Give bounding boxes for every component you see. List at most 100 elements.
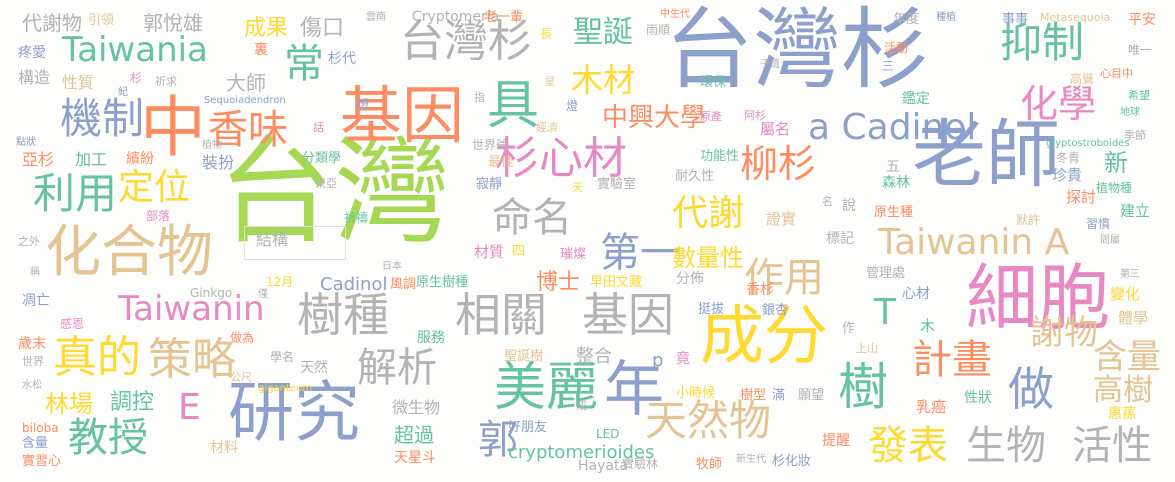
- word-zhongxing: 中興大學: [602, 103, 707, 133]
- word-celue: 策略: [148, 334, 236, 385]
- word-small: 新生代: [736, 454, 766, 465]
- word-small: 活動: [884, 41, 909, 55]
- word-small: 珍貴: [1052, 166, 1083, 184]
- word-small: 結構: [256, 230, 289, 249]
- word-small: 挺拔: [698, 302, 725, 317]
- word-small: 整合: [576, 346, 612, 367]
- word-small: 璀燦: [560, 247, 587, 262]
- word-small: 引領: [88, 13, 115, 28]
- word-small: 地球: [1120, 107, 1140, 118]
- word-small: 標記: [826, 231, 854, 247]
- word-mingming: 命名: [492, 195, 572, 241]
- word-taiwan-shan-gray: 台灣杉: [400, 16, 532, 67]
- word-small: 想: [356, 98, 370, 113]
- word-jihua: 計畫: [912, 337, 992, 383]
- word-small: 好朋友: [508, 420, 548, 435]
- word-t: T: [874, 292, 896, 333]
- word-small: 習慣: [1086, 217, 1111, 231]
- word-small: 默許: [1016, 213, 1041, 227]
- word-cryptomeria: Cryptomeria: [412, 9, 500, 25]
- word-huoxing: 活性: [1072, 423, 1152, 469]
- word-taiwanin-a: Taiwanin A: [878, 222, 1070, 263]
- word-small: 材料: [210, 440, 238, 456]
- word-small: 屬名: [760, 120, 791, 138]
- word-guoyuexiong: 郭悅雄: [143, 11, 203, 35]
- word-small: 世界: [22, 355, 44, 368]
- word-small: 燈: [566, 99, 579, 113]
- word-small: 小時候: [676, 386, 716, 401]
- word-small: 實習心: [22, 454, 62, 469]
- word-small: 最佳: [488, 155, 515, 170]
- word-small: 長: [540, 27, 553, 41]
- word-small: 雨順: [646, 23, 671, 37]
- word-small: 凋亡: [22, 293, 50, 309]
- word-taiwan-shan-large: 台灣杉: [665, 0, 930, 101]
- word-shanxincai: 杉心材: [495, 133, 627, 184]
- word-jiyin-gray: 基因: [582, 288, 674, 342]
- word-small: 變化: [1110, 285, 1141, 303]
- word-small: 願望: [798, 388, 825, 403]
- word-small: 建立: [1120, 202, 1151, 220]
- word-yanjiu: 研究: [228, 374, 360, 451]
- word-small: 超過: [394, 423, 434, 447]
- word-small: 公尺: [230, 371, 252, 384]
- word-shengdan: 聖誕: [573, 15, 633, 50]
- word-daixiewu: 代謝物: [22, 11, 82, 35]
- word-jiexi: 解析: [357, 345, 437, 391]
- word-shuzhong: 樹種: [297, 288, 389, 342]
- word-shengwu: 生物: [966, 423, 1046, 469]
- word-small: 心目中: [1100, 67, 1133, 80]
- word-small: 樹型: [740, 388, 767, 403]
- word-small: 牧師: [696, 457, 723, 472]
- word-small: 雲南: [366, 12, 386, 23]
- word-small: 作: [842, 321, 856, 336]
- word-small: 體學: [1118, 309, 1149, 327]
- word-small: 名: [822, 195, 833, 208]
- word-guo: 郭: [478, 417, 518, 463]
- word-meili: 美麗: [494, 358, 599, 418]
- word-small: 鑑定: [902, 91, 930, 107]
- word-small: 管理處: [866, 266, 906, 281]
- word-small: 指: [474, 91, 485, 104]
- word-small: 提醒: [822, 433, 850, 449]
- word-tianranwu: 天然物: [645, 396, 772, 445]
- word-small: 祈禱: [344, 211, 369, 225]
- word-a-cadinol: a Cadinol: [808, 107, 977, 148]
- word-small: 五: [886, 159, 900, 175]
- word-small: 紀: [118, 87, 128, 98]
- word-small: 祈求: [155, 75, 177, 88]
- word-sequoiadendron: Sequoiadendron: [204, 95, 286, 106]
- word-fabiao: 發表: [868, 423, 948, 469]
- word-small: 繽紛: [126, 151, 154, 167]
- word-small: 構造: [18, 68, 51, 87]
- word-gaoshu: 高樹: [1093, 373, 1153, 408]
- word-hayata: Hayata: [578, 458, 629, 474]
- word-small: 森林: [882, 175, 910, 191]
- word-small: 老一輩: [484, 10, 524, 25]
- word-small: 星: [545, 77, 555, 88]
- word-small: 疼愛: [18, 45, 46, 61]
- word-small: 經濟: [536, 121, 558, 134]
- word-jiaoshou: 教授: [68, 415, 148, 461]
- word-small: 三: [882, 59, 895, 73]
- word-xibao: 細胞: [966, 256, 1111, 340]
- word-zuoyong: 作用: [744, 255, 824, 301]
- word-small: 寂靜: [476, 177, 503, 192]
- word-small: 心材: [902, 286, 930, 302]
- word-small: 原產: [700, 110, 722, 123]
- word-small: 裏: [254, 42, 268, 58]
- word-small: 中生代: [660, 9, 690, 20]
- word-shu: 樹: [838, 358, 888, 416]
- word-small: 木: [920, 317, 936, 335]
- word-small: 植物種: [1096, 181, 1133, 195]
- word-small: 杉化妝: [772, 454, 812, 469]
- word-taiwania: Taiwania: [62, 30, 208, 70]
- word-small: 亞杉: [22, 150, 55, 169]
- word-xiangwei: 香味: [208, 107, 288, 153]
- word-zhong: 中: [140, 89, 206, 166]
- word-small: 感恩: [60, 317, 85, 331]
- word-chengfen: 成分: [700, 300, 828, 374]
- word-giganteum: giganteum: [258, 383, 313, 394]
- word-chang: 常: [284, 41, 324, 87]
